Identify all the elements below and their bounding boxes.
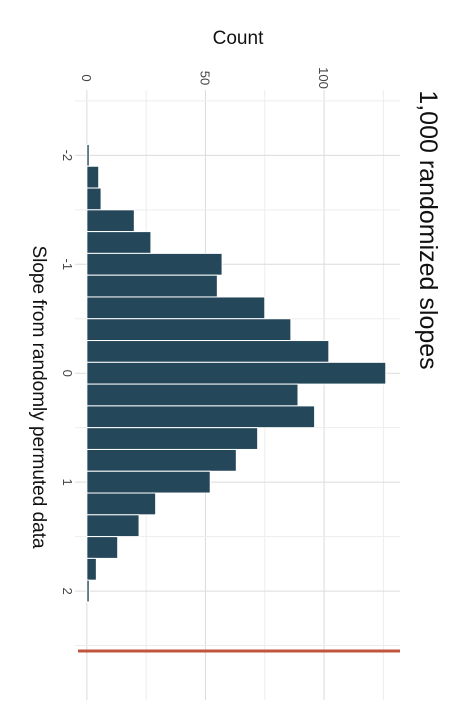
histogram-bar <box>86 514 140 538</box>
histogram-bar <box>86 448 237 472</box>
histogram-bar <box>86 340 330 363</box>
histogram-bar <box>86 274 218 298</box>
histogram-bar <box>86 143 90 167</box>
histogram-bar <box>86 427 259 450</box>
histogram-bar <box>86 557 97 581</box>
count-tick-label: 50 <box>197 71 212 85</box>
histogram-bar <box>86 318 292 342</box>
histogram-bar <box>86 579 90 603</box>
histogram-bar <box>86 405 316 429</box>
tick-labels: 0 50 100 -2 -1 0 1 2 <box>60 67 331 595</box>
histogram-bar <box>86 165 100 189</box>
histogram-bar <box>86 536 119 559</box>
slope-tick-label: 1 <box>60 479 75 486</box>
histogram-bar <box>86 383 299 407</box>
slope-tick-label: 0 <box>60 370 75 377</box>
slope-tick-label: 2 <box>60 587 75 594</box>
histogram-bar <box>86 252 223 276</box>
x-axis-label: Slope from randomly permuted data <box>28 245 49 549</box>
histogram-bar <box>86 492 157 516</box>
slope-tick-label: -2 <box>60 150 75 162</box>
histogram-bar <box>86 187 102 211</box>
bars <box>86 143 387 603</box>
slope-tick-label: -1 <box>60 259 75 271</box>
histogram-bar <box>86 296 266 320</box>
histogram-bar <box>86 470 211 494</box>
histogram-bar <box>86 361 387 385</box>
count-tick-label: 100 <box>316 67 331 89</box>
histogram-bar <box>86 209 135 233</box>
chart-title: 1,000 randomized slopes <box>414 90 442 369</box>
y-axis-label: Count <box>213 28 264 49</box>
histogram-bar <box>86 231 152 254</box>
count-tick-label: 0 <box>79 74 94 81</box>
